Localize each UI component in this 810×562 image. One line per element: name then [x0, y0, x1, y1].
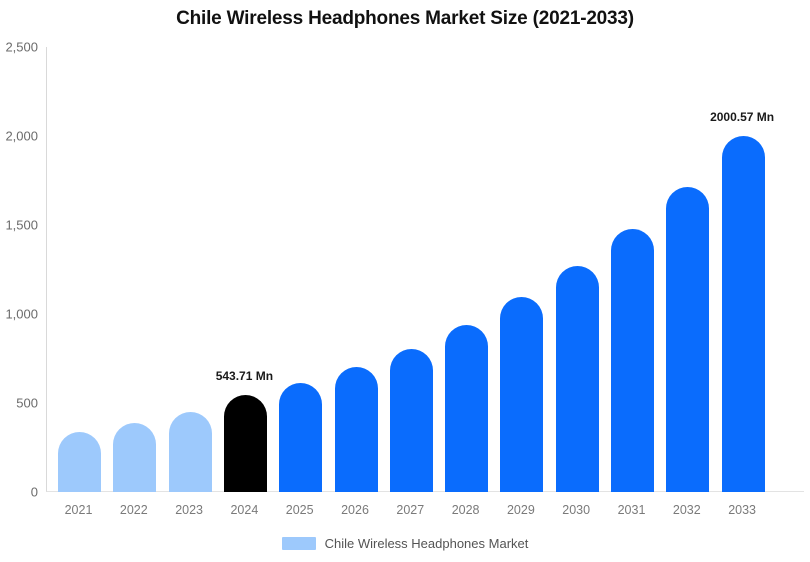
y-axis-tick-label: 2,000 [5, 128, 38, 144]
bar[interactable] [721, 135, 765, 492]
y-axis-tick-label: 2,500 [5, 39, 38, 55]
x-axis-tick-label: 2030 [562, 503, 591, 517]
bar[interactable] [555, 265, 599, 492]
x-axis-tick-label: 2022 [119, 503, 148, 517]
chart-title: Chile Wireless Headphones Market Size (2… [176, 8, 634, 29]
legend-swatch-icon [281, 537, 316, 550]
bar[interactable] [445, 324, 489, 492]
x-axis-tick-label: 2028 [451, 503, 480, 517]
bar[interactable] [168, 411, 212, 492]
legend-label: Chile Wireless Headphones Market [324, 536, 529, 551]
bar[interactable] [113, 422, 157, 492]
x-axis-tick-label: 2025 [285, 503, 314, 517]
bar[interactable] [279, 383, 323, 492]
x-axis-tick-label: 2031 [617, 503, 646, 517]
chart-legend: Chile Wireless Headphones Market [0, 536, 810, 551]
bar[interactable] [389, 348, 433, 492]
y-axis-tick-label: 1,500 [5, 217, 38, 233]
bar[interactable] [666, 186, 710, 492]
bar[interactable] [58, 432, 101, 492]
y-axis-tick-label: 1,000 [5, 306, 38, 322]
data-label: 543.71 Mn [215, 369, 274, 384]
x-axis-tick-label: 2024 [230, 503, 259, 517]
bar[interactable] [500, 297, 544, 492]
data-label: 2000.57 Mn [710, 109, 775, 124]
x-axis-tick-label: 2026 [341, 503, 369, 517]
x-axis-tick-label: 2023 [175, 503, 203, 517]
x-axis-tick-label: 2032 [672, 503, 701, 517]
plot-area [46, 47, 804, 492]
x-axis-tick-label: 2027 [396, 503, 425, 517]
bar[interactable] [334, 367, 378, 492]
bar[interactable] [611, 228, 654, 492]
bar[interactable] [223, 395, 267, 492]
y-axis-tick-label: 500 [16, 395, 38, 411]
y-axis-tick-label: 0 [30, 484, 38, 500]
x-axis-tick-label: 2021 [64, 503, 93, 517]
x-axis-tick-label: 2033 [728, 503, 756, 517]
x-axis-tick-label: 2029 [506, 503, 535, 517]
